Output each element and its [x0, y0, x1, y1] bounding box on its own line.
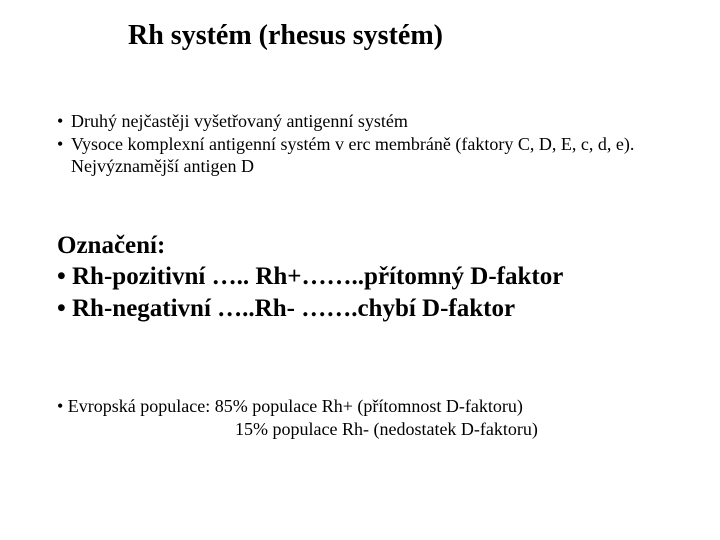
bullet-dot: • [57, 110, 71, 133]
bullet-dot: • [57, 133, 71, 178]
designation-line-2: • Rh-negativní …..Rh- …….chybí D-faktor [57, 293, 677, 324]
intro-bullet-2: • Vysoce komplexní antigenní systém v er… [57, 133, 677, 178]
intro-block: • Druhý nejčastěji vyšetřovaný antigenní… [57, 110, 677, 178]
intro-bullet-1: • Druhý nejčastěji vyšetřovaný antigenní… [57, 110, 677, 133]
designation-line-1: • Rh-pozitivní ….. Rh+……..přítomný D-fak… [57, 261, 677, 292]
population-block: • Evropská populace: 85% populace Rh+ (p… [57, 395, 677, 442]
intro-text-1: Druhý nejčastěji vyšetřovaný antigenní s… [71, 110, 677, 133]
population-line-1: • Evropská populace: 85% populace Rh+ (p… [57, 395, 677, 418]
population-line-2: 15% populace Rh- (nedostatek D-faktoru) [57, 418, 677, 441]
intro-text-2: Vysoce komplexní antigenní systém v erc … [71, 133, 677, 178]
slide-title: Rh systém (rhesus systém) [128, 20, 443, 52]
designation-heading: Označení: [57, 230, 677, 261]
slide: { "title": "Rh systém (rhesus systém)", … [0, 0, 720, 540]
designation-block: Označení: • Rh-pozitivní ….. Rh+……..přít… [57, 230, 677, 324]
